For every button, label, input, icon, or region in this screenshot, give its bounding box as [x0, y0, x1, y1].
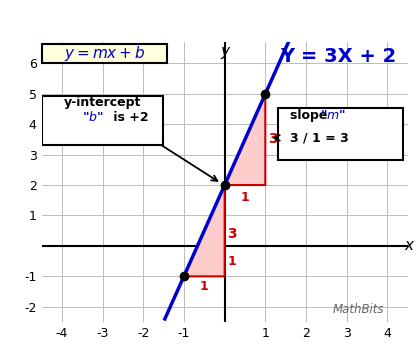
Text: MathBits: MathBits [333, 303, 385, 316]
FancyBboxPatch shape [278, 108, 403, 160]
Text: "$m$": "$m$" [320, 110, 346, 122]
Text: 1: 1 [228, 255, 236, 268]
Text: 1: 1 [200, 280, 209, 293]
Text: $y = mx + b$: $y = mx + b$ [64, 44, 146, 63]
FancyBboxPatch shape [42, 96, 163, 145]
Text: 3: 3 [227, 227, 237, 241]
Text: Y = 3X + 2: Y = 3X + 2 [280, 47, 397, 65]
Text: y: y [220, 43, 229, 58]
Text: 3: 3 [268, 132, 277, 146]
Text: 1: 1 [240, 190, 249, 203]
Text: is +2: is +2 [109, 111, 149, 124]
Text: "$b$": "$b$" [82, 111, 104, 125]
Polygon shape [225, 94, 265, 185]
Text: y-intercept: y-intercept [64, 96, 141, 109]
Text: 3 / 1 = 3: 3 / 1 = 3 [290, 131, 349, 144]
FancyBboxPatch shape [42, 44, 167, 63]
Text: x: x [404, 238, 414, 253]
Text: slope: slope [290, 110, 332, 122]
Polygon shape [184, 185, 225, 276]
